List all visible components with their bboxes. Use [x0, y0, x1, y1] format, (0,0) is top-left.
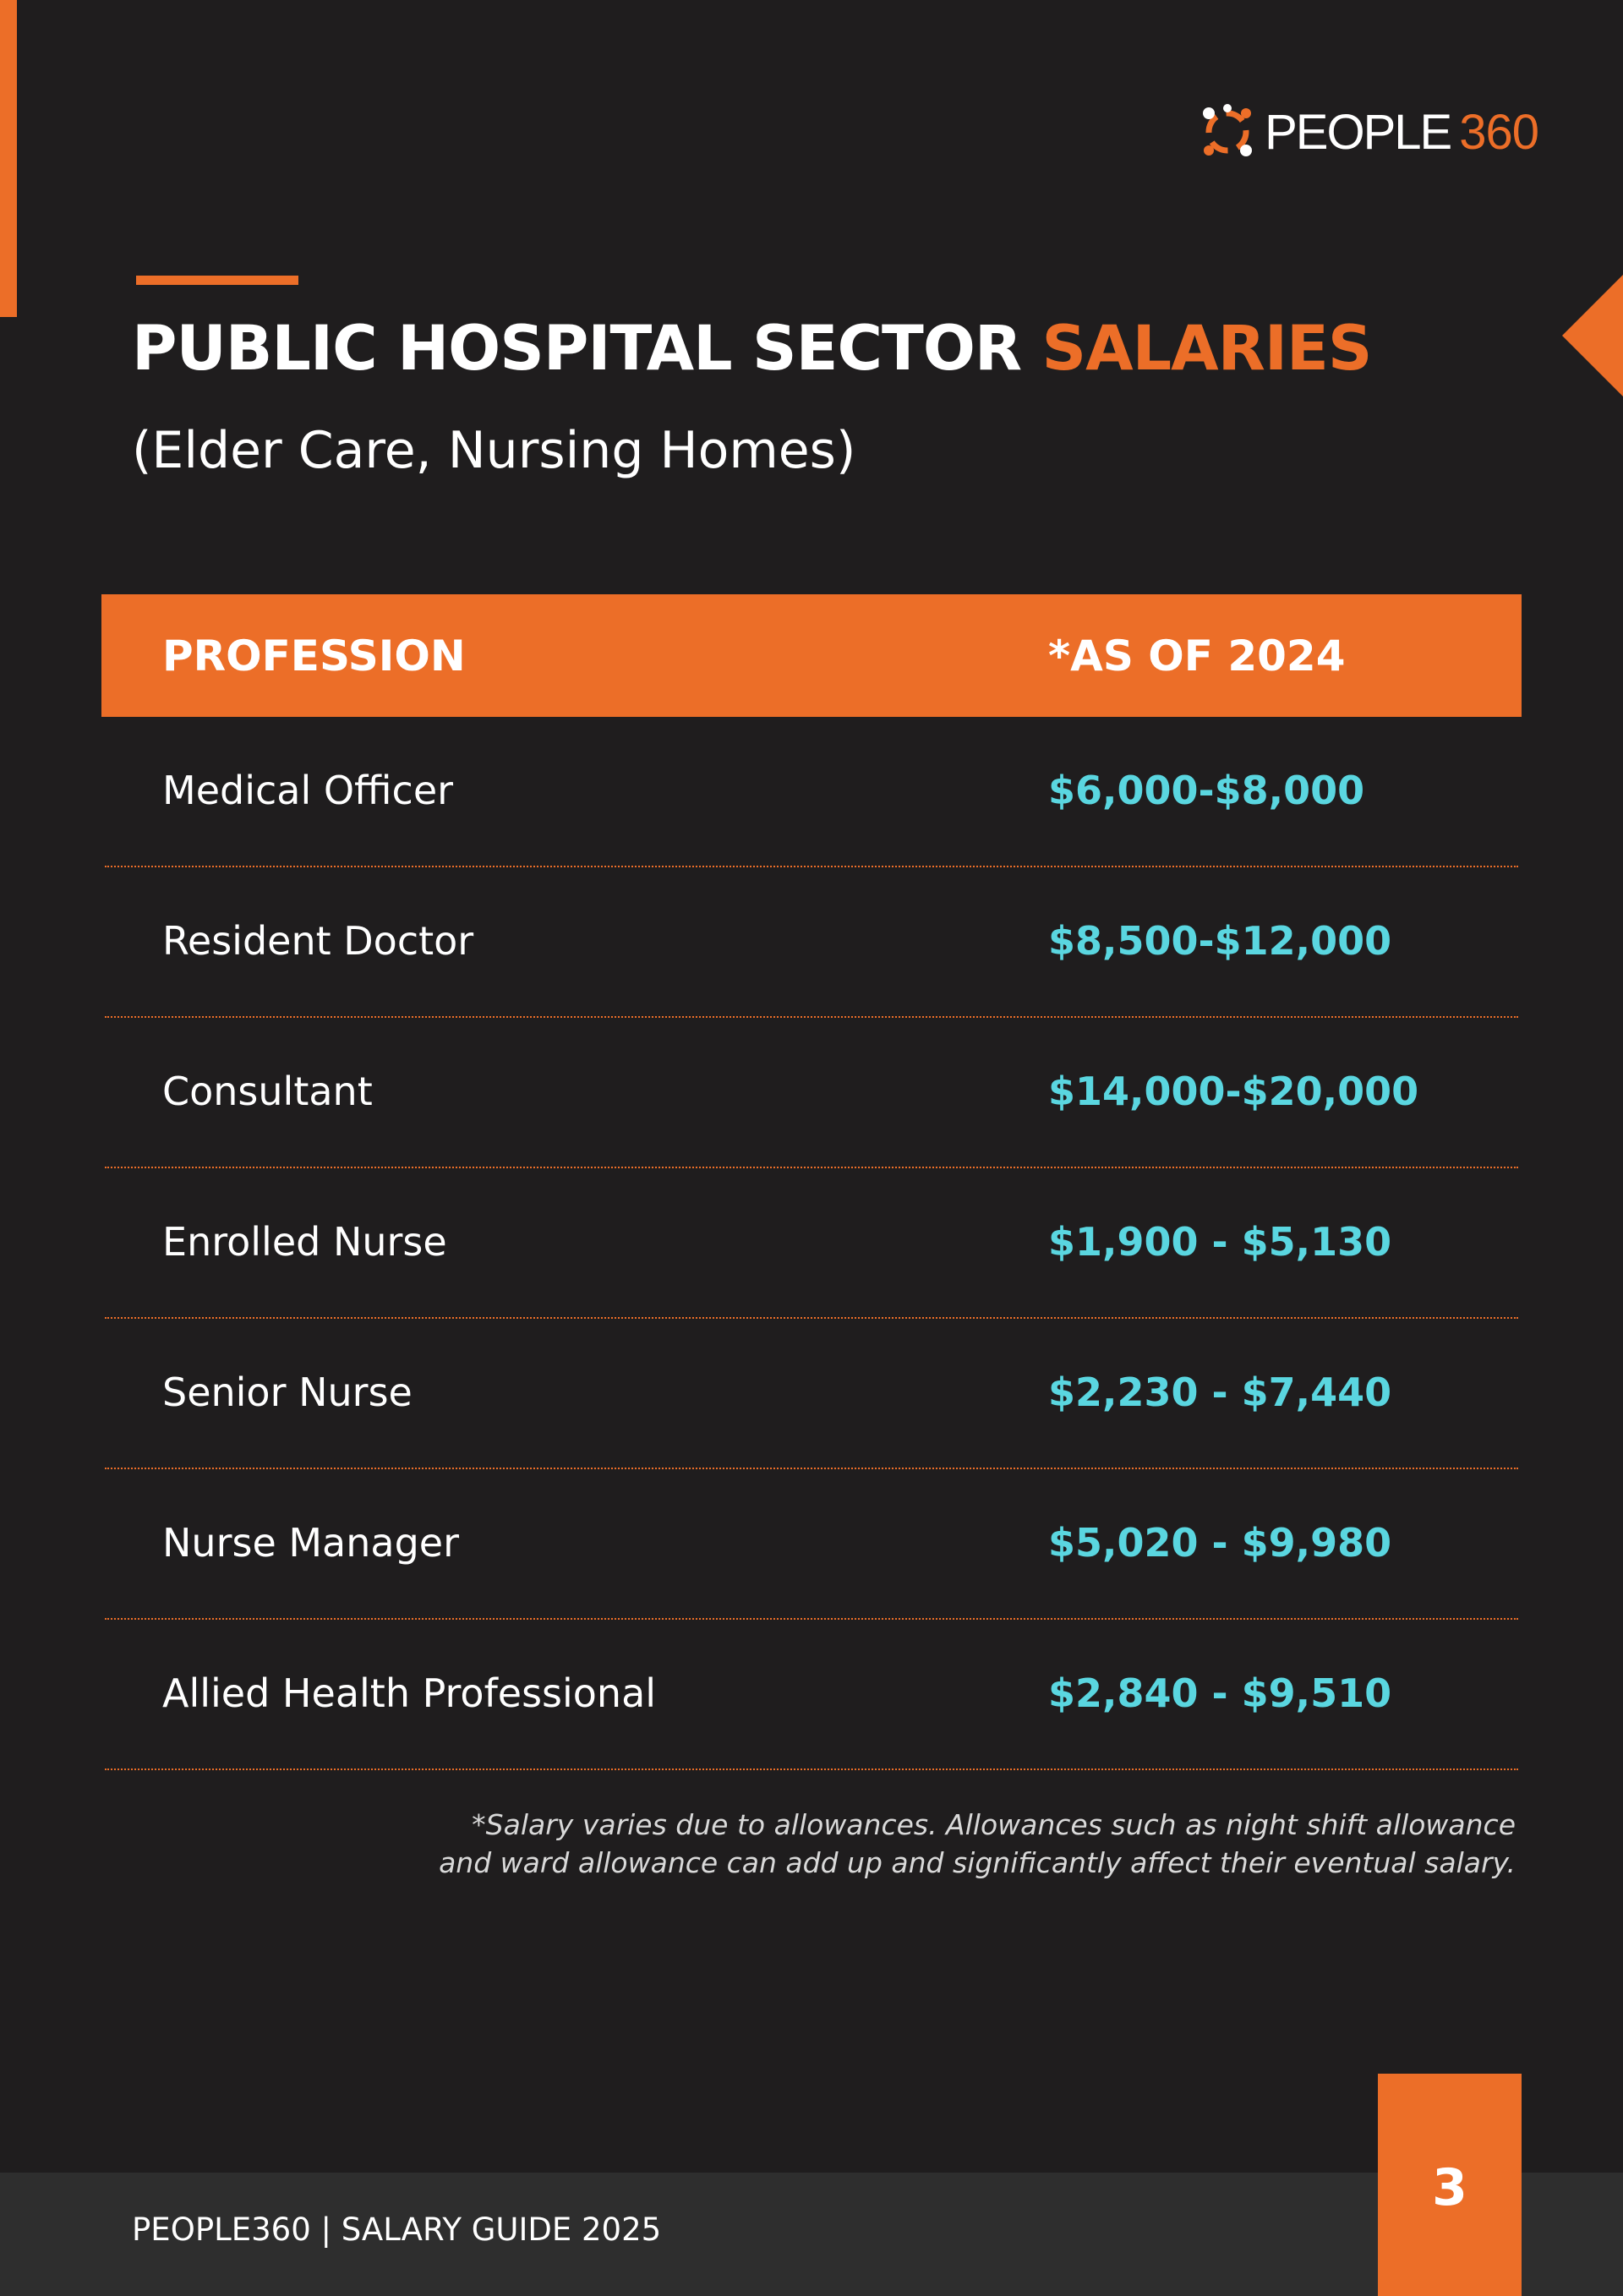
right-arrow-decoration	[1562, 275, 1623, 396]
salary-cell: $2,840 - $9,510	[1048, 1670, 1392, 1716]
title-accent-rule	[136, 276, 298, 285]
column-header-salary: *AS OF 2024	[1048, 631, 1346, 681]
footer-bar	[0, 2173, 1623, 2296]
profession-cell: Enrolled Nurse	[162, 1219, 447, 1265]
profession-cell: Allied Health Professional	[162, 1670, 657, 1716]
salary-footnote: *Salary varies due to allowances. Allowa…	[332, 1806, 1516, 1882]
column-header-profession: PROFESSION	[162, 631, 466, 681]
table-row: Consultant $14,000-$20,000	[105, 1018, 1518, 1168]
salary-cell: $2,230 - $7,440	[1048, 1369, 1392, 1415]
page-number: 3	[1432, 2158, 1467, 2217]
table-row: Resident Doctor $8,500-$12,000	[105, 867, 1518, 1018]
salary-cell: $14,000-$20,000	[1048, 1069, 1419, 1114]
table-row: Allied Health Professional $2,840 - $9,5…	[105, 1620, 1518, 1770]
logo-text: PEOPLE	[1265, 104, 1452, 160]
salary-cell: $6,000-$8,000	[1048, 768, 1365, 813]
table-header: PROFESSION *AS OF 2024	[101, 594, 1522, 717]
table-row: Senior Nurse $2,230 - $7,440	[105, 1319, 1518, 1469]
profession-cell: Medical Officer	[162, 768, 454, 813]
left-accent-bar	[0, 0, 17, 317]
page-title-accent: SALARIES	[1041, 313, 1373, 385]
page-number-box: 3	[1378, 2074, 1522, 2296]
table-row: Medical Officer $6,000-$8,000	[105, 717, 1518, 867]
profession-cell: Consultant	[162, 1069, 373, 1114]
people-network-icon	[1203, 104, 1253, 156]
salary-cell: $5,020 - $9,980	[1048, 1520, 1392, 1566]
profession-cell: Nurse Manager	[162, 1520, 459, 1566]
salary-cell: $1,900 - $5,130	[1048, 1219, 1392, 1265]
footnote-line-2: and ward allowance can add up and signif…	[439, 1846, 1516, 1879]
salary-cell: $8,500-$12,000	[1048, 918, 1392, 964]
table-row: Nurse Manager $5,020 - $9,980	[105, 1469, 1518, 1620]
footer-text: PEOPLE360 | SALARY GUIDE 2025	[132, 2211, 662, 2248]
profession-cell: Resident Doctor	[162, 918, 474, 964]
logo-number: 360	[1459, 104, 1539, 160]
table-row: Enrolled Nurse $1,900 - $5,130	[105, 1168, 1518, 1319]
profession-cell: Senior Nurse	[162, 1369, 413, 1415]
page-subtitle: (Elder Care, Nursing Homes)	[132, 421, 856, 480]
footnote-line-1: *Salary varies due to allowances. Allowa…	[472, 1808, 1516, 1841]
people360-logo: PEOPLE 360	[1197, 100, 1539, 164]
salary-table: PROFESSION *AS OF 2024 Medical Officer $…	[101, 594, 1522, 1770]
page-title: PUBLIC HOSPITAL SECTOR SALARIES	[132, 313, 1373, 385]
page-title-main: PUBLIC HOSPITAL SECTOR	[132, 313, 1022, 385]
